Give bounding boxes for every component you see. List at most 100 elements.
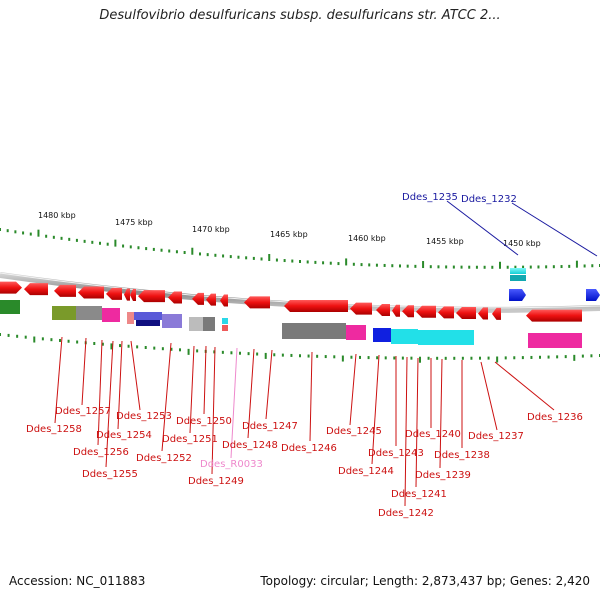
label-ddes-1235: Ddes_1235 — [402, 192, 458, 203]
block-pink-small — [127, 312, 134, 324]
block-cyan-4 — [430, 330, 474, 345]
tick-outer — [129, 245, 132, 249]
scale-label-1465: 1465 kbp — [270, 230, 308, 239]
tick-outer — [406, 264, 409, 268]
tick-outer — [222, 254, 225, 258]
gene-arrow — [244, 296, 270, 309]
tick-inner — [33, 336, 36, 343]
rna-feature-1235-bottom — [510, 275, 526, 281]
tick-outer — [145, 247, 148, 251]
block-cyan-2 — [406, 329, 418, 344]
tick-inner — [393, 356, 396, 360]
tick-outer — [314, 260, 317, 264]
tick-outer — [83, 239, 86, 243]
tick-inner — [110, 343, 113, 350]
label-leader-line — [349, 353, 357, 426]
rna-arrow-1232 — [586, 289, 600, 301]
tick-outer — [529, 265, 532, 269]
label-ddes-1253: Ddes_1253 — [116, 411, 172, 422]
label-leader-line — [161, 342, 172, 452]
block-blue — [134, 312, 162, 320]
block-gray-1 — [76, 306, 102, 320]
tick-inner — [256, 352, 259, 356]
label-ddes-1240: Ddes_1240 — [405, 429, 461, 440]
tick-inner — [419, 356, 421, 363]
label-ddes-r0033: Ddes_R0033 — [200, 459, 263, 470]
gene-arrow — [24, 283, 48, 296]
tick-inner — [410, 356, 413, 360]
tick-outer — [106, 242, 109, 246]
block-blue-2 — [373, 328, 391, 342]
block-lavender — [162, 314, 182, 328]
tick-outer — [368, 263, 371, 267]
label-leader-line — [404, 356, 408, 507]
tick-inner — [161, 347, 164, 351]
tick-outer — [122, 244, 125, 248]
tick-inner — [453, 356, 456, 360]
rna-feature-1235-top — [510, 268, 526, 274]
tick-outer — [91, 240, 94, 244]
label-leader-line — [105, 340, 114, 468]
tick-inner — [239, 351, 241, 355]
annotation-blocks — [52, 306, 582, 348]
tick-outer — [160, 248, 163, 252]
tick-outer — [60, 236, 63, 240]
block-magenta-2 — [346, 325, 366, 340]
tick-inner — [350, 355, 353, 359]
label-ddes-1236: Ddes_1236 — [527, 412, 583, 423]
scale-label-1475: 1475 kbp — [115, 218, 153, 227]
tick-outer — [260, 257, 263, 261]
tick-outer — [191, 247, 194, 255]
tick-inner — [444, 356, 447, 360]
tick-outer — [499, 261, 501, 269]
connector-ddes-1235 — [446, 200, 519, 256]
tick-outer — [14, 230, 17, 234]
tick-outer — [329, 261, 332, 265]
scale-label-1480: 1480 kbp — [38, 211, 76, 220]
tick-outer — [514, 265, 517, 269]
tick-inner — [307, 354, 310, 358]
tick-inner — [221, 350, 224, 354]
block-cyan-1 — [391, 329, 406, 344]
label-ddes-1255: Ddes_1255 — [82, 469, 138, 480]
scale-labels: 1480 kbp 1475 kbp 1470 kbp 1465 kbp 1460… — [38, 211, 541, 248]
label-leader-line — [54, 336, 63, 424]
block-cyan-3 — [418, 330, 430, 345]
tick-outer — [375, 263, 378, 267]
block-olive — [52, 306, 76, 320]
tick-outer — [237, 255, 240, 259]
tick-outer — [75, 238, 78, 242]
label-ddes-1239: Ddes_1239 — [415, 470, 471, 481]
tick-inner — [213, 350, 216, 354]
tick-outer — [175, 250, 178, 254]
tick-outer — [383, 263, 386, 267]
tick-outer — [460, 265, 463, 269]
label-leader-line — [130, 340, 141, 411]
tick-inner — [136, 345, 139, 349]
label-ddes-1248: Ddes_1248 — [222, 440, 278, 451]
tick-outer — [345, 258, 348, 266]
tick-inner — [299, 354, 301, 358]
tick-inner — [0, 333, 1, 336]
gene-arrow — [130, 288, 136, 301]
tick-inner — [496, 356, 499, 363]
label-leader-line — [265, 349, 273, 420]
gene-arrow — [206, 293, 216, 306]
tick-outer — [68, 237, 71, 241]
tick-outer — [422, 261, 425, 269]
label-leader-line — [211, 346, 216, 475]
tick-outer — [268, 254, 271, 262]
tick-inner — [547, 355, 550, 359]
tick-inner — [470, 356, 473, 360]
gene-arrow — [220, 294, 228, 307]
block-lightgray — [189, 317, 203, 331]
tick-inner — [573, 354, 576, 361]
rna-arrow-1235 — [509, 289, 526, 301]
gene-arrow — [78, 286, 104, 299]
tick-outer — [114, 239, 117, 247]
gene-arrow — [138, 290, 165, 303]
tick-outer — [168, 249, 171, 253]
scale-ticks-inner — [0, 333, 600, 363]
tick-inner — [436, 356, 439, 360]
tick-inner — [281, 353, 284, 357]
